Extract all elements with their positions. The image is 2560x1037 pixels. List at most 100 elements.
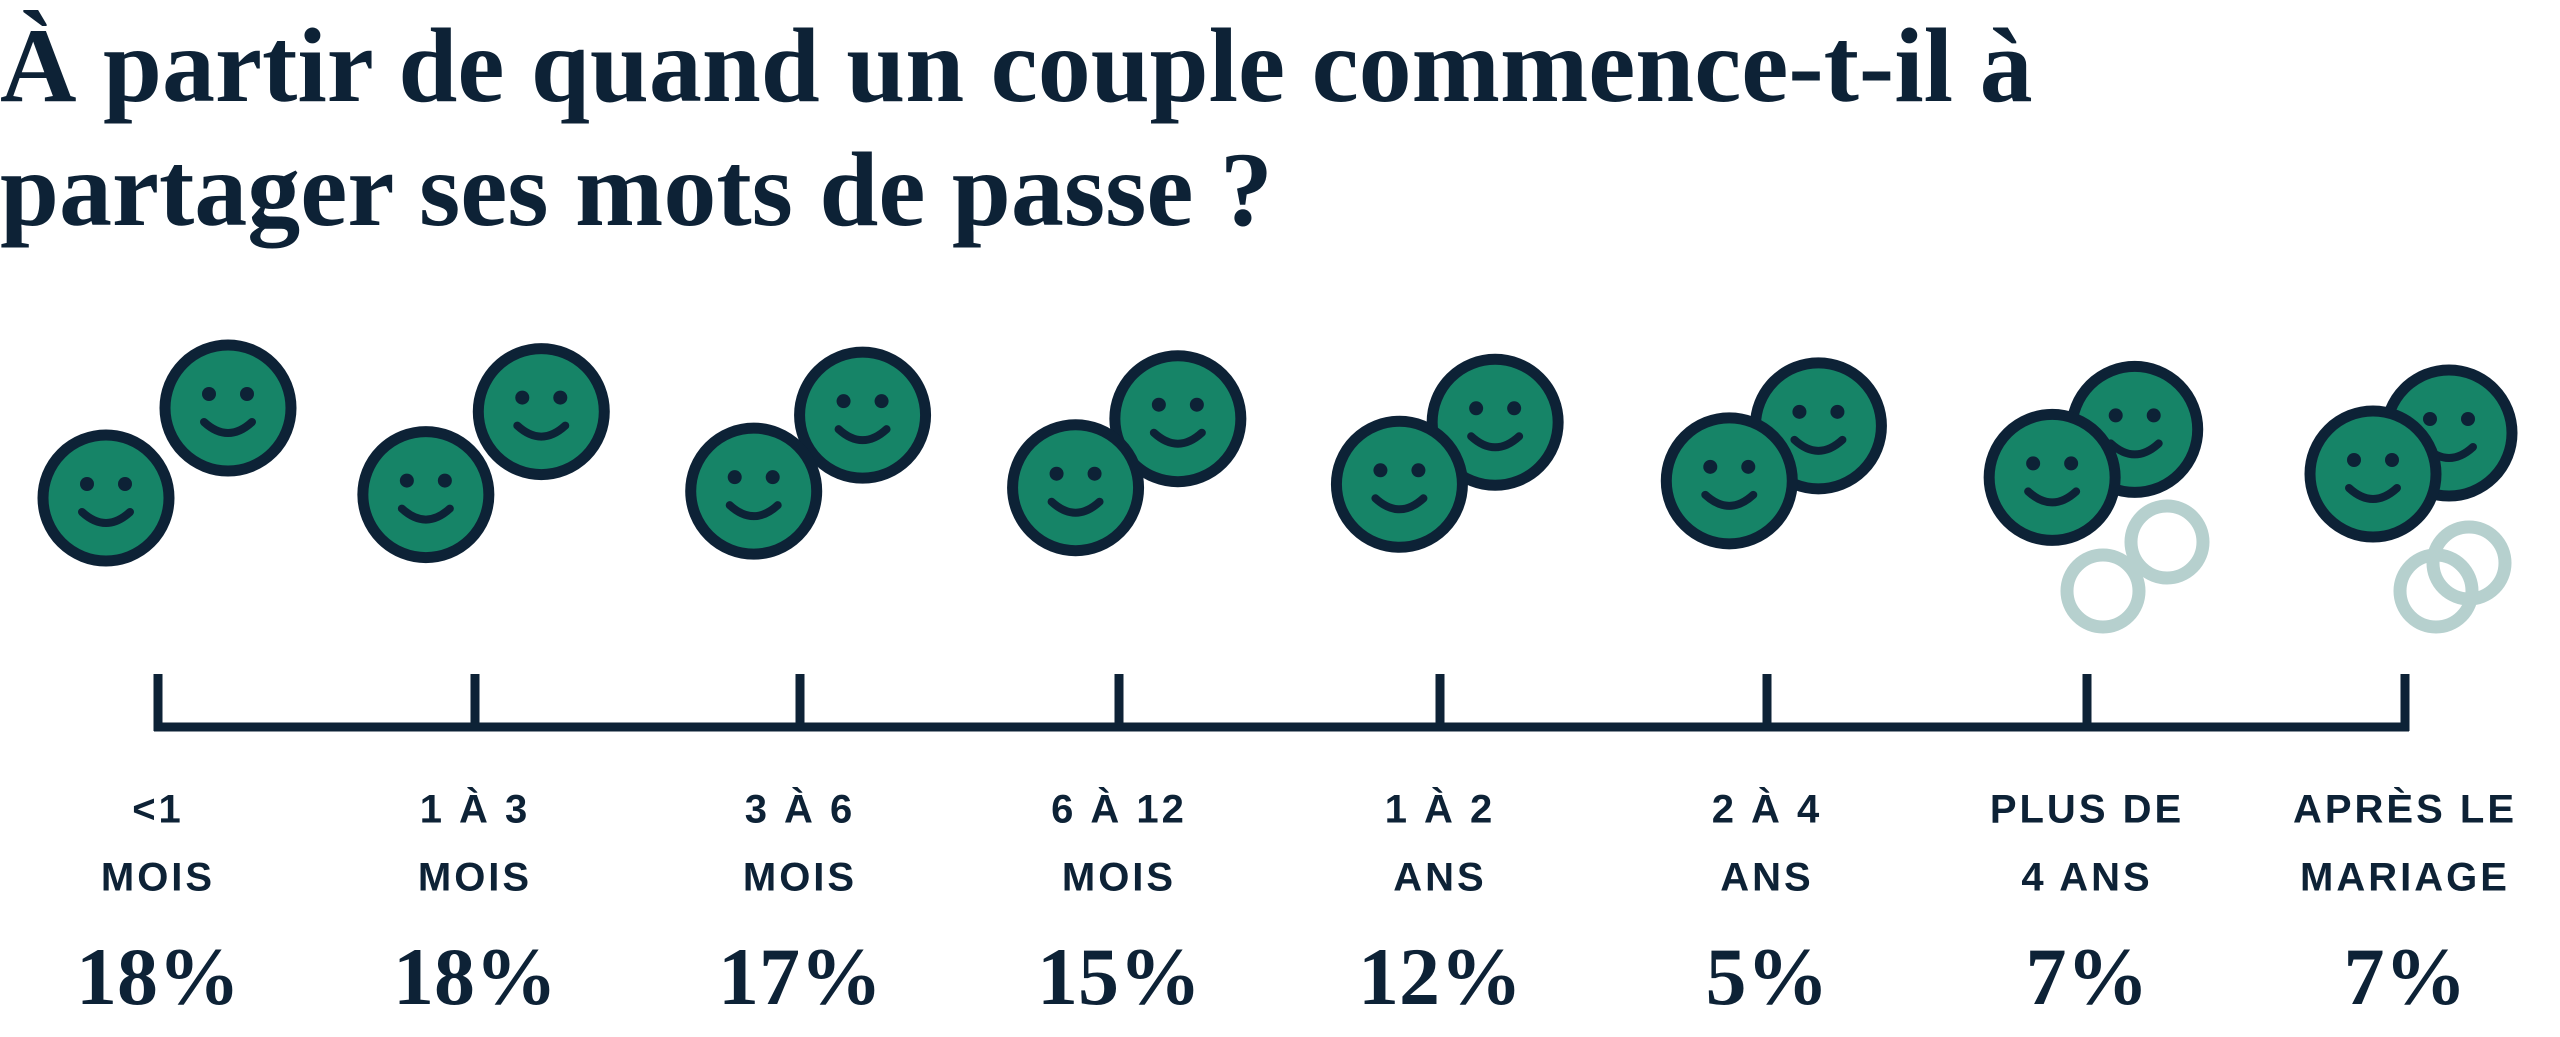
category-label: <1 bbox=[132, 788, 184, 832]
smiley-face bbox=[1983, 408, 2121, 546]
smiley-eye bbox=[118, 477, 132, 491]
value-label: 18% bbox=[76, 931, 240, 1022]
category-label: 6 À 12 bbox=[1051, 787, 1187, 832]
ring bbox=[2060, 548, 2146, 634]
smiley-face bbox=[794, 346, 932, 484]
smiley bbox=[1660, 412, 1798, 550]
smiley-eye bbox=[874, 394, 889, 409]
smiley-mouth bbox=[834, 425, 891, 445]
category-label: MOIS bbox=[418, 856, 532, 900]
smiley-eye bbox=[2146, 408, 2161, 423]
smiley-face bbox=[1660, 412, 1798, 550]
ring bbox=[2124, 499, 2210, 585]
smiley-eye bbox=[1049, 466, 1064, 481]
smiley-mouth bbox=[1149, 428, 1206, 448]
smiley-face bbox=[685, 422, 823, 560]
smiley-eye bbox=[1151, 397, 1166, 412]
smiley-mouth bbox=[725, 501, 782, 521]
smiley bbox=[37, 429, 175, 567]
smiley-mouth bbox=[2345, 484, 2401, 503]
smiley-eye bbox=[2347, 453, 2361, 467]
smiley-mouth bbox=[1047, 497, 1104, 517]
smiley-eye bbox=[202, 387, 216, 401]
smiley-mouth bbox=[2024, 487, 2081, 507]
smiley-eye bbox=[80, 477, 94, 491]
value-label: 15% bbox=[1037, 931, 1201, 1022]
smiley-eye bbox=[515, 390, 530, 405]
smiley-face bbox=[159, 339, 297, 477]
category-label: 4 ANS bbox=[2021, 856, 2152, 900]
smiley-face bbox=[1007, 419, 1145, 557]
category-label: MOIS bbox=[743, 856, 857, 900]
smiley-face bbox=[2304, 405, 2442, 543]
smiley bbox=[159, 339, 297, 477]
category-label: 1 À 3 bbox=[420, 787, 531, 832]
category-label: PLUS DE bbox=[1990, 788, 2184, 832]
value-label: 5% bbox=[1706, 931, 1829, 1022]
ring bbox=[2426, 520, 2512, 606]
smiley bbox=[357, 426, 495, 564]
smiley-eye bbox=[2108, 408, 2123, 423]
smiley-mouth bbox=[513, 421, 570, 441]
category-label: MARIAGE bbox=[2300, 856, 2510, 900]
smiley bbox=[1330, 415, 1468, 553]
smiley bbox=[1983, 408, 2121, 546]
smiley-face bbox=[1109, 350, 1247, 488]
smiley-eye bbox=[1469, 401, 1484, 416]
smiley bbox=[1007, 419, 1145, 557]
smiley-eye bbox=[437, 473, 452, 488]
smiley-mouth bbox=[397, 504, 454, 524]
category-label: ANS bbox=[1720, 856, 1813, 900]
value-label: 12% bbox=[1358, 931, 1522, 1022]
smiley-face bbox=[472, 343, 610, 481]
smiley-eye bbox=[1411, 463, 1426, 478]
category-label: MOIS bbox=[101, 856, 215, 900]
category-label: APRÈS LE bbox=[2293, 787, 2517, 832]
smiley-eye bbox=[727, 470, 742, 485]
value-label: 17% bbox=[718, 931, 882, 1022]
smiley-eye bbox=[1087, 466, 1102, 481]
smiley-eye bbox=[1189, 397, 1204, 412]
category-label: MOIS bbox=[1062, 856, 1176, 900]
smiley-mouth bbox=[1467, 432, 1524, 452]
smiley-eye bbox=[1792, 404, 1807, 419]
smiley bbox=[2304, 405, 2442, 543]
smiley-eye bbox=[399, 473, 414, 488]
smiley-eye bbox=[2461, 412, 2475, 426]
value-label: 7% bbox=[2344, 931, 2467, 1022]
smiley-eye bbox=[1830, 404, 1845, 419]
smiley-mouth bbox=[78, 508, 134, 527]
smiley-mouth bbox=[2106, 439, 2163, 459]
smiley-eye bbox=[1507, 401, 1522, 416]
smiley-eye bbox=[836, 394, 851, 409]
smiley-mouth bbox=[200, 418, 256, 437]
category-label: 3 À 6 bbox=[745, 787, 856, 832]
smiley-eye bbox=[2423, 412, 2437, 426]
smiley-eye bbox=[240, 387, 254, 401]
smiley-mouth bbox=[1371, 494, 1428, 514]
value-label: 7% bbox=[2026, 931, 2149, 1022]
smiley-eye bbox=[553, 390, 568, 405]
smiley bbox=[1426, 353, 1564, 491]
category-label: 1 À 2 bbox=[1385, 787, 1496, 832]
smiley bbox=[794, 346, 932, 484]
smiley bbox=[1109, 350, 1247, 488]
smiley-face bbox=[1330, 415, 1468, 553]
smiley-face bbox=[1426, 353, 1564, 491]
smiley-mouth bbox=[1701, 490, 1758, 510]
smiley-eye bbox=[1741, 459, 1756, 474]
smiley-mouth bbox=[1790, 435, 1847, 455]
chart-title: À partir de quand un couple commence-t-i… bbox=[0, 7, 2033, 248]
smiley-eye bbox=[2385, 453, 2399, 467]
category-label: ANS bbox=[1393, 856, 1486, 900]
smiley-eye bbox=[2026, 456, 2041, 471]
smiley-eye bbox=[1703, 459, 1718, 474]
smiley bbox=[472, 343, 610, 481]
smiley-eye bbox=[1373, 463, 1388, 478]
smiley-eye bbox=[2064, 456, 2079, 471]
category-label: 2 À 4 bbox=[1712, 787, 1823, 832]
smiley-face bbox=[357, 426, 495, 564]
smiley-eye bbox=[765, 470, 780, 485]
